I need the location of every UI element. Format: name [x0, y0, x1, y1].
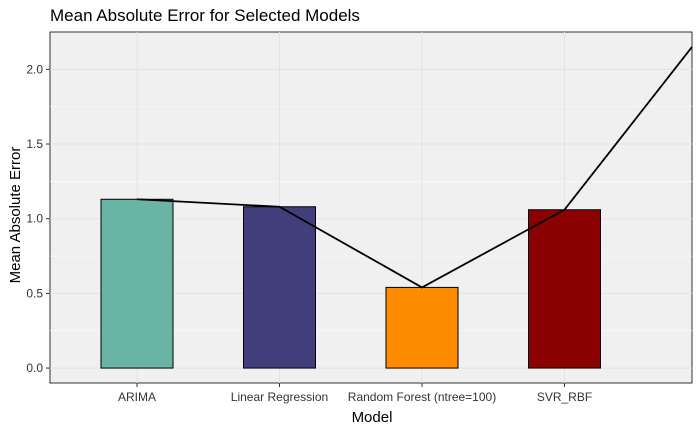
x-tick-label: SVR_RBF	[537, 390, 592, 404]
overlay-line-group	[136, 46, 693, 289]
bar-linear-regression	[243, 206, 316, 369]
y-tick-label: 2.0	[26, 62, 43, 76]
x-tick-label: Random Forest (ntree=100)	[348, 390, 496, 404]
bar-random-forest-ntree-100	[385, 286, 459, 369]
y-axis-ticks: 0.0 0.5 1.0 1.5 2.0	[26, 62, 50, 375]
y-tick-label: 0.0	[26, 361, 43, 375]
chart-title: Mean Absolute Error for Selected Models	[50, 6, 360, 25]
y-tick-label: 0.5	[26, 286, 43, 300]
bar-svr-rbf	[528, 209, 601, 369]
y-axis-title: Mean Absolute Error	[7, 147, 24, 284]
x-axis-ticks: ARIMA Linear Regression Random Forest (ntr…	[118, 383, 592, 404]
x-tick-label: ARIMA	[118, 390, 156, 404]
x-tick-label: Linear Regression	[231, 390, 328, 404]
bar-arima	[100, 198, 174, 369]
y-tick-label: 1.0	[26, 212, 43, 226]
y-tick-label: 1.5	[26, 137, 43, 151]
x-axis-title: Model	[352, 409, 393, 426]
overlay-line	[136, 46, 693, 289]
